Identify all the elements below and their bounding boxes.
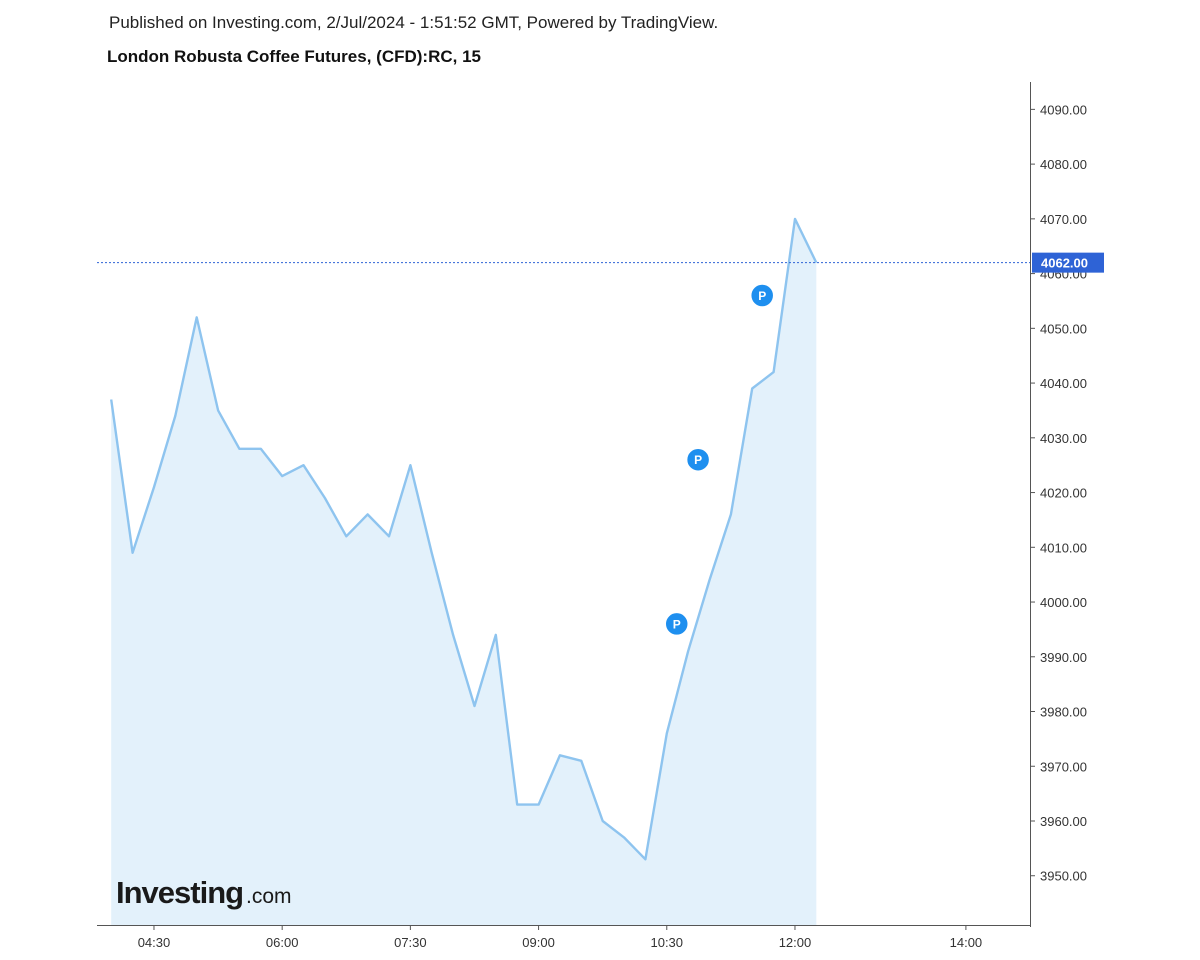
event-marker-3[interactable]: P — [749, 283, 775, 308]
current-price-label: 4062.00 — [1041, 256, 1088, 271]
y-tick-label: 4070.00 — [1040, 212, 1087, 227]
y-tick-label: 3980.00 — [1040, 705, 1087, 720]
logo-suffix: .com — [246, 885, 292, 908]
event-marker-2[interactable]: P — [685, 447, 711, 472]
x-tick-label: 09:00 — [522, 935, 555, 950]
y-tick-label: 3960.00 — [1040, 814, 1087, 829]
y-tick-label: 4050.00 — [1040, 321, 1087, 336]
plot-area — [97, 217, 1030, 925]
y-tick-label: 4010.00 — [1040, 540, 1087, 555]
event-markers: P P P — [664, 283, 775, 637]
event-marker-circle — [664, 611, 689, 637]
event-marker-label: P — [758, 289, 766, 303]
x-tick-label: 14:00 — [950, 935, 983, 950]
current-price-tag: 4062.00 — [1032, 252, 1104, 273]
y-tick-label: 4040.00 — [1040, 376, 1087, 391]
y-tick-label: 3970.00 — [1040, 759, 1087, 774]
y-tick-label: 3950.00 — [1040, 869, 1087, 884]
x-tick-label: 07:30 — [394, 935, 427, 950]
y-tick-label: 4090.00 — [1040, 102, 1087, 117]
logo-text: Investing — [116, 875, 243, 910]
chart-title: London Robusta Coffee Futures, (CFD):RC,… — [107, 47, 481, 66]
y-tick-label: 3990.00 — [1040, 650, 1087, 665]
y-tick-label: 4080.00 — [1040, 157, 1087, 172]
x-tick-label: 12:00 — [779, 935, 812, 950]
event-marker-label: P — [673, 617, 681, 631]
event-marker-label: P — [694, 453, 702, 467]
y-tick-label: 4000.00 — [1040, 595, 1087, 610]
price-line — [110, 217, 818, 861]
price-area — [111, 218, 817, 925]
x-tick-label: 06:00 — [266, 935, 299, 950]
x-tick-label: 04:30 — [138, 935, 171, 950]
investing-logo: Investing .com — [116, 875, 292, 910]
x-tick-label: 10:30 — [650, 935, 683, 950]
current-price-tag-bg — [1032, 252, 1104, 273]
event-marker-1[interactable]: P — [664, 611, 689, 637]
axes: 4090.004080.004070.004060.004050.004040.… — [97, 82, 1104, 950]
event-marker-circle — [749, 283, 775, 308]
y-tick-label: 4020.00 — [1040, 486, 1087, 501]
y-tick-label: 4030.00 — [1040, 431, 1087, 446]
event-marker-circle — [685, 447, 711, 472]
published-note: Published on Investing.com, 2/Jul/2024 -… — [109, 13, 719, 32]
